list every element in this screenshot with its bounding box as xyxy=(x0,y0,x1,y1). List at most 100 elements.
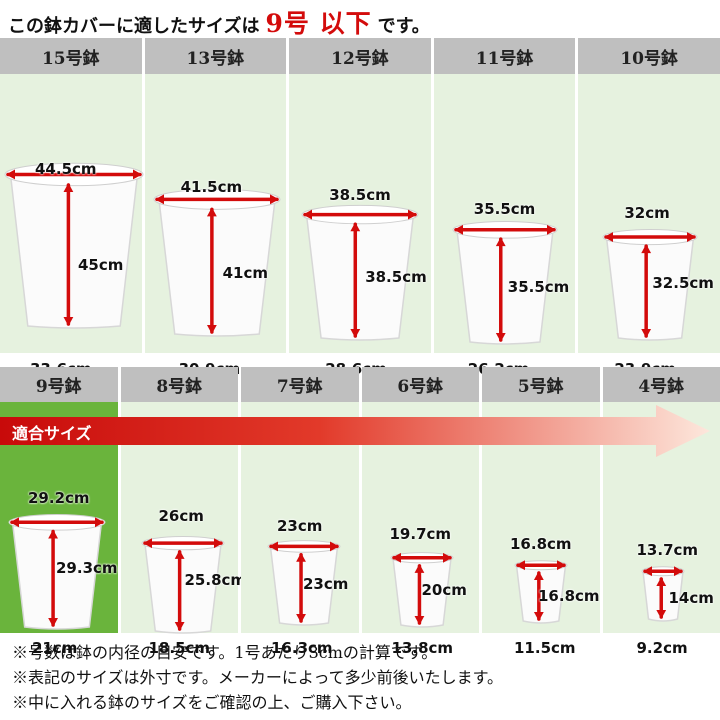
height-arrow-head xyxy=(63,182,74,192)
height-arrow-head xyxy=(48,618,58,627)
pot-illustration xyxy=(514,560,568,625)
pot-illustration xyxy=(301,204,419,342)
top-diameter-arrow-head xyxy=(142,538,152,549)
height-label: 35.5cm xyxy=(507,278,570,296)
height-arrow-head xyxy=(533,612,544,621)
top-diameter-arrow-head xyxy=(133,169,142,180)
bottom-diameter-label: 21cm xyxy=(32,639,78,657)
pot-body xyxy=(391,559,452,628)
pot-size-header: 7号鉢 xyxy=(241,367,359,402)
top-diameter-label: 41.5cm xyxy=(180,178,243,196)
top-diameter-label: 23cm xyxy=(277,517,323,535)
height-label: 41cm xyxy=(222,264,268,282)
top-diameter-label: 19.7cm xyxy=(389,525,452,543)
pot-cell: 10号鉢 32cm 32.5cm 23.9cm xyxy=(578,38,720,378)
pot-drawing xyxy=(301,204,419,341)
pot-stage: 16.8cm 16.8cm 11.5cm xyxy=(482,403,600,657)
top-diameter-arrow-head xyxy=(6,169,15,180)
top-diameter-label: 44.5cm xyxy=(35,160,97,178)
top-diameter-arrow-head xyxy=(269,194,279,205)
top-diameter-label: 32cm xyxy=(624,204,670,222)
pot-cell: 8号鉢 26cm 25.8cm 18.5cm xyxy=(120,367,246,657)
pot-size-header: 12号鉢 xyxy=(289,38,431,74)
height-arrow-head xyxy=(495,237,506,247)
top-diameter-arrow-head xyxy=(642,566,652,577)
pot-body xyxy=(456,232,554,345)
pot-size-header: 15号鉢 xyxy=(0,38,142,74)
pot-size-header: 11号鉢 xyxy=(433,38,576,74)
pot-illustration xyxy=(267,540,341,627)
height-arrow-head xyxy=(63,317,74,326)
height-arrow-head xyxy=(414,616,424,625)
top-diameter-arrow-head xyxy=(154,194,164,205)
pot-size-header: 5号鉢 xyxy=(482,367,600,402)
top-diameter-arrow-head xyxy=(213,538,223,549)
pot-body xyxy=(515,566,567,624)
pot-stage: 23cm 23cm 16.3cm xyxy=(241,403,359,657)
top-diameter-label: 29.2cm xyxy=(28,489,90,507)
fit-size-label: 適合サイズ xyxy=(12,424,92,443)
fit-arrow-graphic xyxy=(0,405,710,457)
pot-cell: 6号鉢 19.7cm 20cm 13.8cm xyxy=(361,367,479,657)
pot-body xyxy=(306,217,415,341)
height-arrow-head xyxy=(414,563,424,573)
height-arrow-head xyxy=(174,622,185,631)
pot-illustration xyxy=(602,228,698,342)
bottom-diameter-label: 13.8cm xyxy=(391,639,454,657)
top-diameter-arrow-head xyxy=(673,566,683,577)
pot-stage: 13.7cm 14cm 9.2cm xyxy=(603,403,720,657)
pot-body xyxy=(606,239,695,341)
top-diameter-arrow-head xyxy=(303,209,313,220)
pot-body xyxy=(143,545,222,634)
pot-cell: 11号鉢 35.5cm 35.5cm 26.2cm xyxy=(433,38,576,378)
pot-drawing xyxy=(452,220,558,345)
height-arrow-head xyxy=(655,610,666,619)
pot-size-header: 6号鉢 xyxy=(361,367,479,402)
top-diameter-arrow-head xyxy=(604,232,614,242)
height-arrow-head xyxy=(206,325,217,334)
pot-cell: 15号鉢 44.5cm 45cm 33.6cm xyxy=(0,38,144,378)
height-arrow-head xyxy=(174,549,185,559)
height-label: 14cm xyxy=(668,589,714,607)
top-diameter-arrow-head xyxy=(687,232,697,242)
headline-suffix: です。 xyxy=(377,16,430,37)
pot-drawing xyxy=(390,552,453,628)
top-diameter-arrow-head xyxy=(442,552,452,563)
pot-body xyxy=(641,572,684,622)
pot-cell: 12号鉢 38.5cm 38.5cm 28.6cm xyxy=(289,38,431,378)
top-diameter-arrow-head xyxy=(408,209,418,220)
pot-stage: 35.5cm 35.5cm 26.2cm xyxy=(434,74,576,378)
pot-row-large: 15号鉢 44.5cm 45cm 33.6cm 13号鉢 41.5cm 41cm… xyxy=(0,38,720,378)
top-diameter-arrow-head xyxy=(453,224,463,235)
pot-size-header: 13号鉢 xyxy=(144,38,287,74)
pot-drawing xyxy=(641,566,684,622)
top-diameter-label: 26cm xyxy=(158,507,204,525)
pot-illustration xyxy=(8,513,106,631)
height-label: 45cm xyxy=(78,256,124,274)
pot-cell-fit: 9号鉢 29.2cm 29.3cm 21cm xyxy=(0,367,118,657)
pot-drawing xyxy=(8,513,106,630)
height-arrow-head xyxy=(655,577,666,586)
height-arrow-head xyxy=(641,244,652,254)
note-line: ※表記のサイズは外寸です。メーカーによって多少前後いたします。 xyxy=(12,668,504,687)
height-arrow-head xyxy=(350,329,361,338)
top-diameter-arrow-head xyxy=(269,541,278,552)
pot-body xyxy=(12,524,102,630)
bottom-diameter-label: 11.5cm xyxy=(514,639,576,657)
pot-stage: 26cm 25.8cm 18.5cm xyxy=(121,403,246,657)
note-line: ※号数は鉢の内径の目安です。1号あたり3cmの計算です。 xyxy=(12,643,438,662)
height-label: 20cm xyxy=(421,581,467,599)
pot-illustration xyxy=(153,188,281,338)
notes: ※号数は鉢の内径の目安です。1号あたり3cmの計算です。 ※表記のサイズは外寸で… xyxy=(12,640,503,715)
headline-size-limit: 9号 以下 xyxy=(265,9,372,38)
pot-illustration xyxy=(141,536,225,635)
pot-drawing xyxy=(4,162,144,329)
top-diameter-arrow-head xyxy=(546,224,556,235)
height-arrow-head xyxy=(48,529,58,539)
top-diameter-arrow-head xyxy=(10,517,19,528)
height-arrow-head xyxy=(533,571,544,580)
pot-drawing xyxy=(514,560,568,624)
height-label: 25.8cm xyxy=(184,571,247,589)
height-arrow-head xyxy=(350,222,361,232)
bottom-diameter-label: 18.5cm xyxy=(148,639,211,657)
